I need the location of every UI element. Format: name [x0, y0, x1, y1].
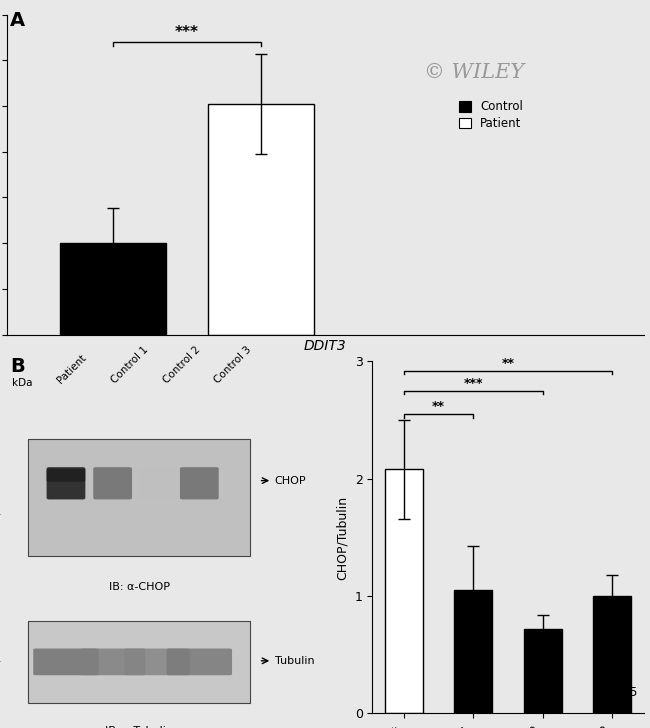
Text: B: B [10, 357, 25, 376]
Text: Patient: Patient [55, 352, 88, 385]
Text: ***: *** [175, 25, 199, 40]
Text: Control 2: Control 2 [161, 344, 202, 385]
Text: kDa: kDa [12, 378, 32, 388]
FancyBboxPatch shape [93, 467, 132, 499]
Bar [593, 596, 631, 713]
Bar [60, 243, 166, 335]
Bar [28, 438, 250, 556]
X-axis label: DDIT3: DDIT3 [304, 339, 346, 353]
FancyBboxPatch shape [33, 649, 99, 676]
FancyBboxPatch shape [47, 467, 85, 499]
Bar [385, 470, 423, 713]
Text: 25 —: 25 — [0, 510, 1, 519]
Bar [454, 590, 492, 713]
Text: CHOP: CHOP [275, 475, 307, 486]
FancyBboxPatch shape [166, 649, 232, 676]
FancyBboxPatch shape [80, 649, 146, 676]
Text: Tubulin: Tubulin [275, 656, 315, 666]
Text: © WILEY: © WILEY [424, 63, 525, 82]
Text: A: A [10, 11, 25, 30]
Text: **: ** [432, 400, 445, 413]
Legend: Control, Patient: Control, Patient [459, 100, 523, 130]
Bar [524, 629, 562, 713]
Bar [28, 621, 250, 703]
FancyBboxPatch shape [124, 649, 190, 676]
Text: IB: α-CHOP: IB: α-CHOP [109, 582, 170, 592]
Text: **: ** [501, 357, 514, 370]
Text: n=5: n=5 [612, 687, 638, 700]
Text: Control 1: Control 1 [109, 344, 150, 385]
Text: IB: α-Tubulin: IB: α-Tubulin [105, 726, 174, 728]
Text: 55 —: 55 — [0, 656, 1, 666]
FancyBboxPatch shape [138, 467, 177, 499]
Bar [208, 104, 315, 335]
Text: ***: *** [463, 376, 483, 389]
FancyBboxPatch shape [47, 469, 85, 482]
Y-axis label: CHOP/Tubulin: CHOP/Tubulin [336, 495, 349, 579]
FancyBboxPatch shape [180, 467, 218, 499]
Text: Control 3: Control 3 [213, 344, 254, 385]
